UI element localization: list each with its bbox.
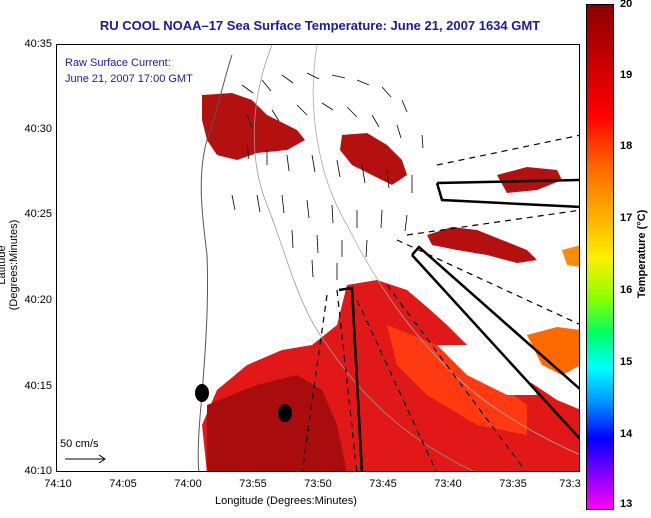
bathymetry-contour [253, 45, 474, 471]
x-tick-label: 74:10 [44, 478, 72, 490]
current-annotation-line1: Raw Surface Current: [65, 57, 171, 69]
buoy-marker [195, 384, 209, 402]
scale-label: 50 cm/s [60, 438, 99, 450]
y-axis-title: Latitude (Degrees:Minutes) [0, 219, 20, 311]
sst-patch-north [202, 93, 562, 263]
current-vectors [231, 72, 424, 280]
colorbar-tick: 20 [620, 0, 633, 10]
colorbar-tick: 18 [620, 140, 633, 152]
coastline [197, 54, 233, 471]
x-tick-label: 73:35 [499, 478, 527, 490]
x-tick-label: 74:00 [174, 478, 202, 490]
x-axis-title: Longitude (Degrees:Minutes) [215, 495, 357, 507]
map-plot-area [56, 44, 580, 472]
colorbar-title: Temperature (°C) [636, 209, 648, 299]
shipping-lane-boxes [338, 178, 579, 471]
sst-map [65, 45, 579, 471]
colorbar-tick: 16 [620, 284, 633, 296]
current-annotation: Raw Surface Current: June 21, 2007 17:00… [65, 55, 193, 87]
sst-patch-east [527, 245, 579, 375]
map-title: RU COOL NOAA–17 Sea Surface Temperature:… [99, 18, 541, 33]
y-tick-label: 40:20 [24, 294, 52, 306]
x-tick-label: 73:50 [304, 478, 332, 490]
x-tick-label: 73:3 [559, 478, 581, 490]
y-tick-label: 40:35 [24, 38, 52, 50]
scale-arrowhead [98, 454, 106, 464]
x-tick-label: 73:40 [434, 478, 462, 490]
colorbar-tick: 17 [620, 212, 633, 224]
current-annotation-line2: June 21, 2007 17:00 GMT [65, 73, 193, 85]
colorbar-tick: 13 [620, 498, 633, 510]
buoy-marker-2 [278, 404, 292, 422]
bathymetry-contour-2 [312, 45, 579, 455]
colorbar-tick: 15 [620, 356, 633, 368]
y-tick-label: 40:15 [24, 380, 52, 392]
colorbar-tick: 19 [620, 69, 633, 81]
y-tick-label: 40:25 [24, 208, 52, 220]
temperature-colorbar [586, 4, 614, 510]
sst-patch-south [202, 280, 579, 471]
colorbar-tick: 14 [620, 428, 633, 440]
x-tick-label: 73:55 [239, 478, 267, 490]
x-tick-label: 74:05 [109, 478, 137, 490]
y-tick-label: 40:10 [24, 465, 52, 477]
y-tick-label: 40:30 [24, 123, 52, 135]
x-tick-label: 73:45 [369, 478, 397, 490]
